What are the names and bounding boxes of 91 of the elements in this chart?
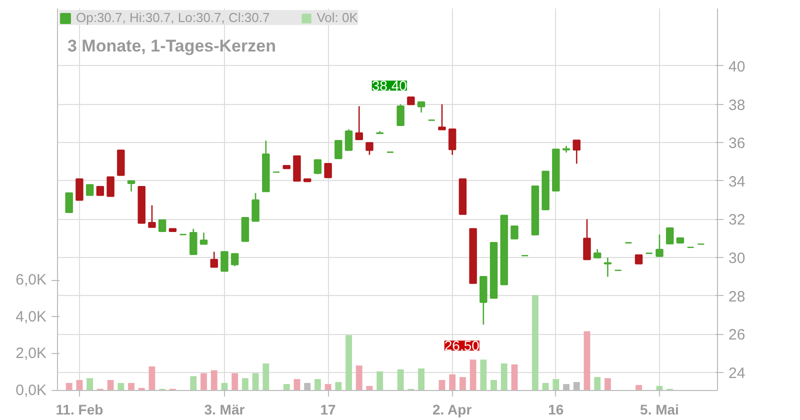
- bar: [459, 377, 466, 390]
- candlestick: [106, 176, 114, 197]
- y-tick-label: 2,0K: [16, 345, 46, 362]
- bar: [376, 371, 384, 390]
- x-tick-label: 2. Apr: [432, 402, 472, 418]
- annotation: 38,40: [372, 78, 408, 94]
- bar: [148, 366, 156, 390]
- bar: [335, 382, 342, 390]
- bar: [449, 374, 456, 390]
- candlestick: [65, 192, 73, 213]
- candlestick: [572, 140, 580, 164]
- y2-tick-label: 30: [728, 250, 746, 268]
- bar: [511, 364, 518, 390]
- bar: [283, 384, 290, 390]
- bar: [324, 384, 332, 390]
- bar: [542, 382, 549, 390]
- legend-label: Op:30.7, Hi:30.7, Lo:30.7, Cl:30.7: [76, 10, 270, 25]
- y2-tick-label: 36: [728, 135, 746, 152]
- bar: [356, 365, 362, 390]
- candlestick: [252, 192, 260, 222]
- bar: [397, 369, 404, 390]
- candlestick: [220, 251, 228, 272]
- bar: [242, 378, 248, 390]
- candlestick: [344, 128, 353, 151]
- candlestick: [604, 256, 612, 278]
- candlestick: [324, 163, 332, 178]
- bar: [604, 378, 611, 390]
- bar: [594, 377, 601, 390]
- x-tick-label: 11. Feb: [56, 402, 104, 418]
- bar: [190, 376, 197, 390]
- annotation: 26,50: [444, 338, 480, 354]
- candlestick: [230, 253, 239, 267]
- candlestick: [366, 142, 374, 156]
- bar: [86, 378, 94, 390]
- bar: [76, 380, 83, 390]
- x-tick-label: 16: [548, 402, 564, 418]
- x-tick-label: 17: [320, 402, 336, 418]
- candlestick: [666, 227, 674, 244]
- bar: [66, 382, 72, 390]
- bar: [232, 373, 238, 390]
- bar: [252, 373, 259, 390]
- bar: [210, 370, 218, 390]
- bar: [200, 373, 207, 390]
- candlestick: [148, 204, 156, 228]
- y2-tick-label: 34: [728, 173, 746, 190]
- candlestick: [210, 251, 218, 268]
- candlestick: [241, 217, 250, 242]
- candlestick: [417, 101, 426, 114]
- x-tick-label: 5. Mai: [640, 402, 679, 418]
- bar: [532, 295, 538, 390]
- y2-tick-label: 24: [728, 364, 746, 382]
- bar: [346, 335, 352, 390]
- bar: [294, 379, 300, 390]
- y2-tick-label: 32: [728, 212, 746, 229]
- bar: [500, 363, 508, 390]
- y2-tick-label: 38: [728, 96, 746, 114]
- bar: [118, 382, 124, 390]
- legend-label: Vol: 0K: [316, 10, 358, 25]
- bar: [552, 379, 560, 390]
- candlestick: [190, 228, 198, 255]
- candlestick: [355, 106, 363, 140]
- candlestick: [334, 140, 342, 160]
- bar: [128, 382, 134, 390]
- candlestick: [86, 184, 94, 196]
- candlestick: [200, 232, 208, 245]
- bar: [480, 360, 487, 390]
- bar: [262, 363, 270, 390]
- bar: [636, 384, 642, 390]
- y-tick-label: 0,0K: [16, 382, 46, 399]
- candlestick: [438, 104, 446, 130]
- y-tick-label: 6,0K: [16, 272, 46, 289]
- candlestick: [448, 128, 456, 156]
- bar: [470, 360, 476, 390]
- bar: [490, 380, 497, 390]
- candlestick: [76, 178, 84, 201]
- x-tick-label: 3. Mär: [204, 402, 246, 418]
- y2-tick-label: 26: [728, 326, 746, 344]
- candlestick: [158, 219, 166, 232]
- candlestick: [127, 180, 136, 192]
- bar: [314, 379, 321, 390]
- y2-tick-label: 40: [728, 58, 746, 76]
- candlestick: [656, 234, 664, 257]
- candlestick: [396, 104, 404, 126]
- candlestick: [583, 218, 591, 260]
- text: 3 Monate, 1-Tages-Kerzen: [68, 36, 276, 56]
- y2-tick-label: 28: [728, 288, 746, 306]
- y-tick-label: 4,0K: [16, 308, 46, 326]
- bar: [584, 331, 590, 390]
- bar: [418, 368, 424, 390]
- candlestick: [314, 159, 322, 175]
- candlestick: [510, 225, 518, 240]
